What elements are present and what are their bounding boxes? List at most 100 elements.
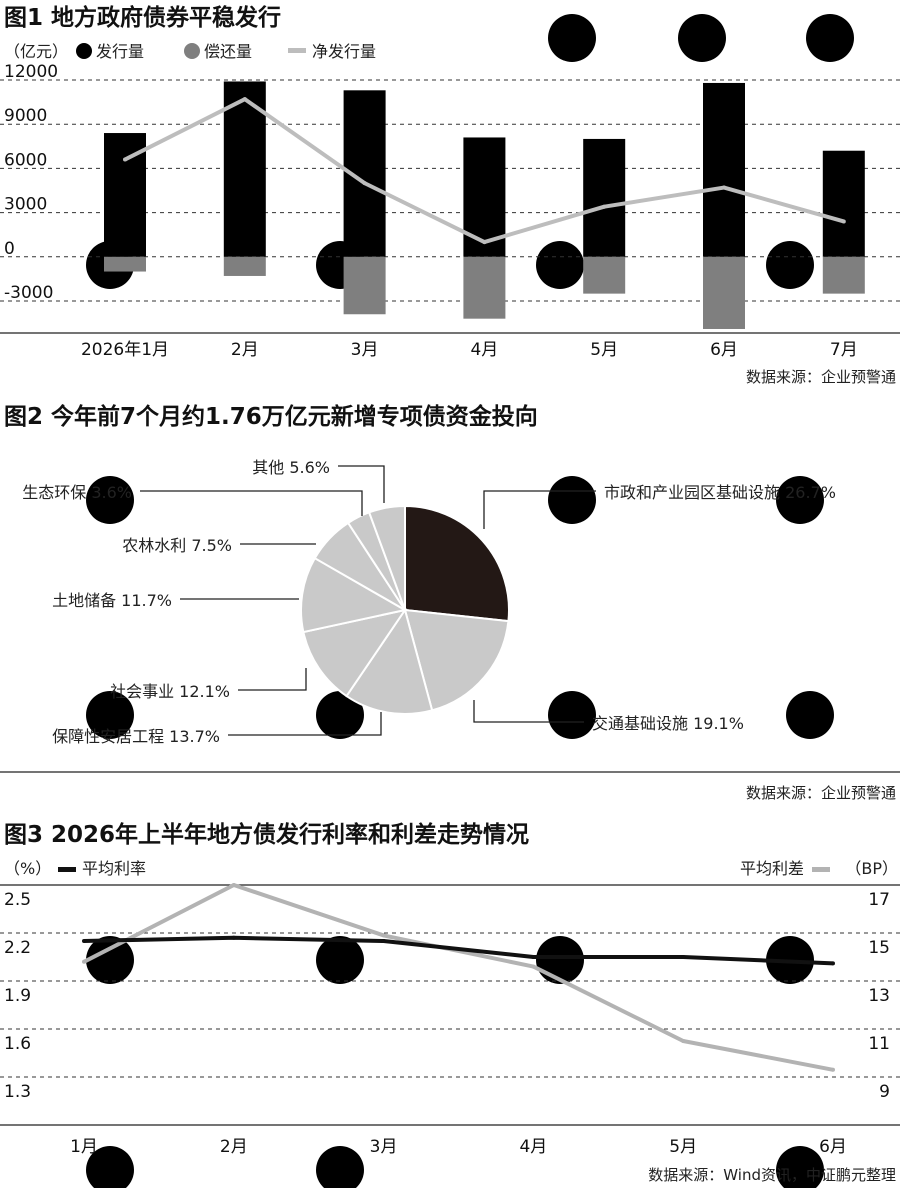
chart-3-left-tick-label: 1.6: [4, 1034, 31, 1054]
legend-label-issuance: 发行量: [96, 42, 144, 61]
watermark-pattern: [86, 14, 854, 1188]
legend-label-net-issuance: 净发行量: [312, 42, 376, 61]
chart-1-net-issuance-point: [362, 181, 367, 186]
chart-1-net-issuance-point: [602, 204, 607, 209]
pie-label: 市政和产业园区基础设施 26.7%: [604, 483, 836, 502]
watermark-logo: [86, 691, 134, 739]
watermark-logo: [316, 691, 364, 739]
chart-1-x-tick-label: 2026年1月: [81, 340, 169, 360]
pie-leader-line: [338, 465, 385, 503]
watermark-logo: [548, 14, 596, 62]
chart-3-avg-rate-point: [231, 935, 236, 940]
figure-2-pie-chart: 图2 今年前7个月约1.76万亿元新增专项债资金投向 市政和产业园区基础设施 2…: [0, 403, 900, 802]
chart-1-x-axis: 2026年1月 2月 3月 4月 5月 6月 7月: [81, 340, 858, 360]
pie-slice-2: [345, 607, 434, 715]
pie-leader-line: [228, 712, 382, 736]
pie-slice-4: [300, 556, 408, 634]
chart-1-y-tick-label: 9000: [4, 106, 47, 126]
chart-2-leader-lines: [140, 465, 596, 736]
watermark-glyph: [801, 703, 822, 725]
chart-3-avg-spread-point: [531, 964, 536, 969]
chart-3-x-tick-label: 4月: [519, 1137, 547, 1157]
chart-3-avg-rate-point: [681, 955, 686, 959]
chart-1-bar-repayment: [223, 256, 266, 276]
chart-3-x-tick-label: 3月: [370, 1137, 398, 1157]
chart-1-y-tick-label: 3000: [4, 195, 47, 215]
chart-1-y-axis: 12000 9000 6000 3000 0 -3000: [4, 62, 58, 303]
chart-3-source: 数据来源：Wind资讯，中证鹏元整理: [648, 1166, 896, 1184]
watermark-glyph: [781, 948, 802, 970]
chart-3-left-tick-label: 1.3: [4, 1082, 31, 1102]
chart-1-y-tick-label: -3000: [4, 283, 53, 303]
pie-leader-line: [473, 700, 584, 723]
chart-1-net-issuance-point: [123, 157, 127, 162]
chart-3-x-tick-label: 2月: [220, 1137, 248, 1157]
chart-3-right-unit: （BP）: [845, 859, 898, 878]
watermark-logo: [806, 14, 854, 62]
watermark-logo: [678, 14, 726, 62]
chart-1-unit: （亿元）: [4, 42, 68, 61]
chart-1-x-tick-label: 4月: [470, 340, 498, 360]
chart-1-bar-issuance: [583, 138, 626, 257]
chart-3-right-tick-label: 11: [868, 1034, 890, 1054]
chart-3-x-tick-label: 5月: [669, 1137, 697, 1157]
figure-1-bar-chart: 图1 地方政府债券平稳发行 （亿元） 发行量 偿还量 净发行量 12000 900…: [0, 4, 900, 386]
chart-3-avg-spread-point: [82, 959, 86, 964]
pie-slice-1: [403, 608, 510, 712]
watermark-glyph: [563, 488, 584, 510]
chart-3-avg-spread-point: [231, 883, 236, 887]
chart-1-net-issuance-point: [722, 185, 726, 190]
chart-3-title: 图3 2026年上半年地方债发行利率和利差走势情况: [4, 821, 529, 848]
legend-label-avg-spread: 平均利差: [740, 859, 804, 878]
watermark-logo: [786, 691, 834, 739]
pie-label: 农林水利 7.5%: [122, 536, 232, 555]
chart-1-bar-repayment: [703, 256, 745, 329]
chart-3-avg-rate-point: [82, 939, 86, 943]
chart-3-gridlines: [0, 884, 900, 1078]
chart-1-x-tick-label: 3月: [351, 340, 379, 360]
chart-3-right-tick-label: 13: [868, 986, 890, 1006]
legend-label-avg-rate: 平均利率: [82, 859, 146, 878]
watermark-glyph: [551, 253, 572, 275]
watermark-logo: [316, 1146, 364, 1188]
chart-1-gridlines: [0, 79, 900, 302]
watermark-logo: [536, 241, 584, 289]
watermark-glyph: [563, 26, 584, 48]
watermark-logo: [86, 936, 134, 984]
figure-3-line-chart: 图3 2026年上半年地方债发行利率和利差走势情况 （%） 平均利率 平均利差 …: [0, 821, 900, 1184]
chart-3-series-lines: [82, 883, 835, 1072]
watermark-logo: [766, 241, 814, 289]
watermark-logo: [316, 936, 364, 984]
chart-1-bar-repayment: [822, 256, 865, 294]
legend-swatch-net-issuance: [288, 48, 306, 53]
chart-3-avg-spread-series: [83, 883, 834, 1072]
chart-3-avg-spread-point: [381, 933, 386, 938]
chart-3-avg-rate-series: [83, 935, 834, 966]
pie-label: 社会事业 12.1%: [110, 682, 230, 701]
legend-label-repayment: 偿还量: [204, 42, 252, 61]
chart-3-left-tick-label: 1.9: [4, 986, 31, 1006]
watermark-glyph: [101, 703, 122, 725]
chart-3-avg-rate-point: [831, 961, 835, 966]
chart-1-title: 图1 地方政府债券平稳发行: [4, 4, 281, 31]
pie-leader-line: [140, 490, 363, 516]
chart-3-avg-rate-point: [531, 955, 536, 959]
chart-3-avg-spread-point: [831, 1067, 835, 1072]
watermark-glyph: [791, 1158, 812, 1180]
chart-3-avg-spread-point: [681, 1039, 686, 1043]
chart-1-net-issuance-point: [482, 240, 487, 245]
legend-swatch-repayment: [184, 43, 200, 59]
watermark-glyph: [781, 253, 802, 275]
chart-1-x-tick-label: 5月: [590, 340, 618, 360]
chart-1-x-tick-label: 7月: [830, 340, 858, 360]
pie-slice-3: [302, 608, 408, 698]
pie-leader-line: [238, 668, 307, 691]
watermark-logo: [536, 936, 584, 984]
chart-1-bar-repayment: [463, 256, 506, 319]
pie-label: 保障性安居工程 13.7%: [52, 727, 220, 746]
watermark-glyph: [101, 1158, 122, 1180]
watermark-logo: [86, 476, 134, 524]
chart-1-net-issuance-line: [123, 97, 846, 245]
pie-slice-7: [367, 504, 406, 611]
